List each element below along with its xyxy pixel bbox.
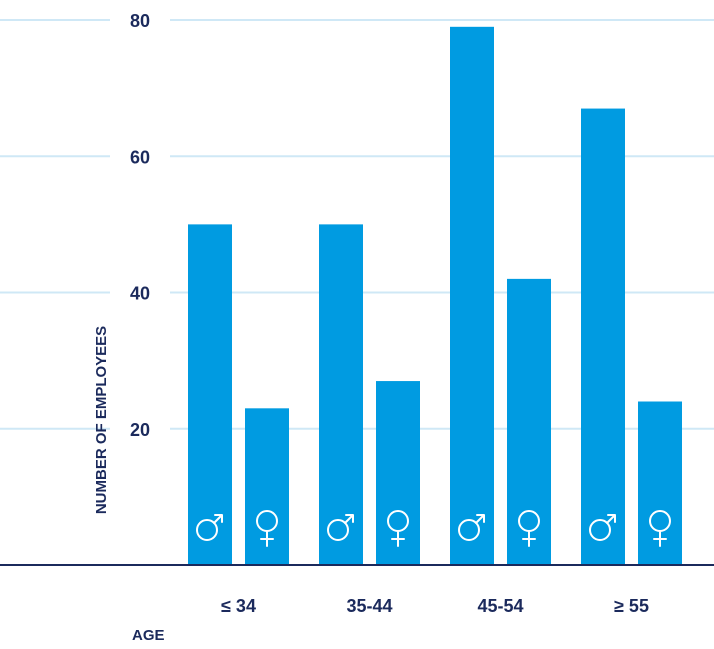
male-symbol-icon <box>327 514 354 541</box>
bars <box>188 26 682 565</box>
female-symbol-icon <box>387 510 409 547</box>
y-tick-label: 40 <box>130 284 150 304</box>
bar-female <box>507 278 551 565</box>
x-axis-title: AGE <box>132 627 165 644</box>
bar-male <box>188 224 232 565</box>
y-axis-title: NUMBER OF EMPLOYEES <box>93 326 110 514</box>
y-tick-label: 20 <box>130 420 150 440</box>
x-tick-labels: ≤ 34 35-44 45-54 ≥ 55 <box>221 596 649 616</box>
bar-male <box>319 224 363 565</box>
female-symbol-icon <box>256 510 278 547</box>
male-symbol-icon <box>589 514 616 541</box>
y-tick-label: 80 <box>130 11 150 31</box>
x-tick-label: 45-54 <box>477 596 523 616</box>
male-symbol-icon <box>458 514 485 541</box>
x-tick-label: ≤ 34 <box>221 596 256 616</box>
x-tick-label: ≥ 55 <box>614 596 649 616</box>
x-tick-label: 35-44 <box>346 596 392 616</box>
female-symbol-icon <box>649 510 671 547</box>
y-tick-labels: 20 40 60 80 <box>130 11 150 440</box>
bar-male <box>450 26 494 565</box>
y-tick-label: 60 <box>130 147 150 167</box>
male-symbol-icon <box>196 514 223 541</box>
bar-male <box>581 108 625 565</box>
female-symbol-icon <box>518 510 540 547</box>
